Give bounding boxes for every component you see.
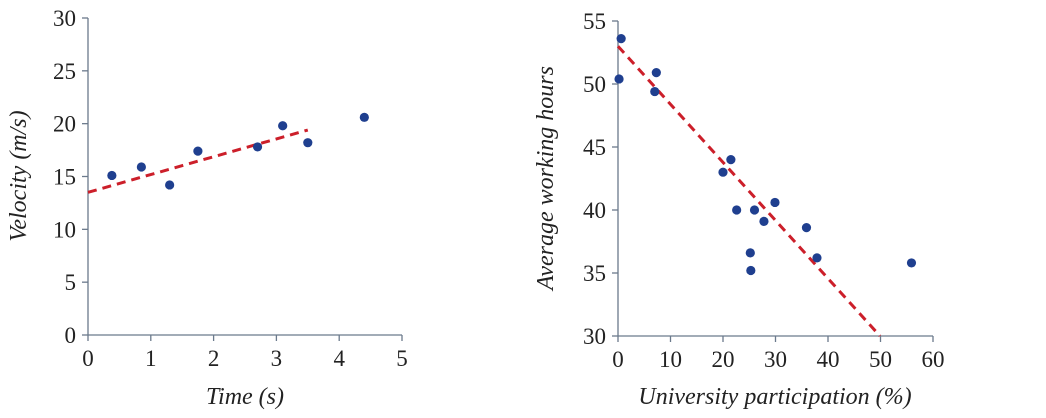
y-tick-label: 55 — [583, 9, 606, 34]
data-point — [746, 265, 756, 276]
data-point — [616, 34, 626, 44]
x-tick-label: 5 — [396, 346, 408, 371]
y-tick-label: 20 — [53, 112, 76, 137]
data-point — [650, 86, 660, 97]
y-tick-label: 15 — [53, 165, 76, 190]
data-point — [726, 155, 736, 165]
data-point — [278, 121, 288, 131]
data-point — [906, 258, 917, 268]
data-point — [165, 180, 175, 190]
data-point — [749, 205, 760, 215]
x-tick-label: 10 — [659, 347, 682, 372]
data-point — [252, 142, 263, 152]
x-tick-label: 1 — [145, 346, 157, 371]
data-point — [801, 223, 812, 233]
y-tick-label: 30 — [583, 324, 606, 349]
x-tick-label: 60 — [922, 347, 945, 372]
x-tick-label: 3 — [271, 346, 283, 371]
data-point — [759, 216, 769, 226]
y-axis-label: Velocity (m/s) — [6, 110, 32, 241]
y-tick-label: 30 — [53, 6, 76, 31]
data-point — [136, 162, 146, 172]
trend-line — [87, 128, 309, 194]
data-point — [651, 68, 661, 78]
data-point — [107, 170, 117, 181]
y-tick-label: 5 — [65, 270, 77, 295]
data-point — [303, 138, 313, 148]
data-point — [732, 205, 742, 215]
data-point — [718, 167, 728, 177]
x-tick-label: 20 — [712, 347, 735, 372]
y-tick-label: 45 — [583, 135, 606, 160]
y-tick-label: 35 — [583, 261, 606, 286]
y-tick-label: 25 — [53, 59, 76, 84]
x-tick-label: 30 — [764, 347, 787, 372]
y-tick-label: 40 — [583, 198, 606, 223]
data-point — [745, 248, 755, 258]
x-tick-label: 40 — [817, 347, 840, 372]
chart-2: 30 35 40 45 50 55 0 10 20 30 40 50 60 University part… — [533, 9, 945, 410]
x-tick-label: 0 — [612, 347, 624, 372]
x-tick-label: 0 — [82, 346, 94, 371]
y-tick-label: 10 — [53, 217, 76, 242]
chart-1: 0 5 10 15 20 25 30 0 1 2 3 4 5 Time (s) Velocity (m/s) — [6, 6, 408, 410]
y-axis-label: Average working hours — [533, 66, 559, 292]
x-axis-label: Time (s) — [206, 384, 284, 410]
x-tick-label: 50 — [869, 347, 892, 372]
data-point — [614, 74, 624, 84]
data-point — [359, 112, 369, 122]
y-tick-label: 50 — [583, 72, 606, 97]
trend-line — [616, 45, 882, 338]
data-point — [193, 146, 203, 156]
x-tick-label: 4 — [333, 346, 345, 371]
x-axis-label: University participation (%) — [638, 384, 911, 410]
data-point — [770, 197, 780, 208]
data-point — [812, 253, 822, 263]
x-tick-label: 2 — [208, 346, 220, 371]
y-tick-label: 0 — [65, 323, 77, 348]
